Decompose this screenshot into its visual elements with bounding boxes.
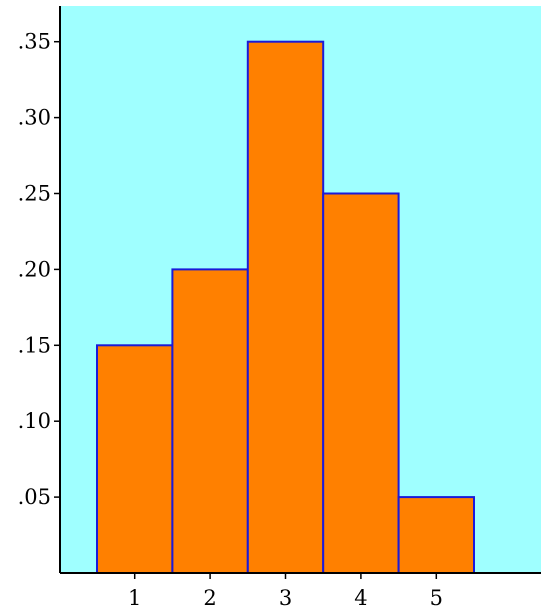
bar-1	[96, 344, 174, 574]
bar-4	[322, 192, 400, 574]
y-tick-label: .15	[18, 333, 51, 357]
y-tick-label: .25	[18, 182, 51, 206]
bar-2	[171, 268, 249, 574]
y-tick-label: .30	[18, 106, 51, 130]
x-tick-label: 3	[279, 586, 292, 610]
bar-3	[246, 40, 325, 574]
y-tick-label: .05	[18, 485, 51, 509]
y-tick-label: .20	[18, 257, 51, 281]
y-tick-label: .10	[18, 409, 51, 433]
x-tick-label: 5	[430, 586, 443, 610]
y-ticks-group: .05 .10 .15 .20 .25 .30 .35	[18, 30, 60, 509]
x-tick-label: 1	[128, 586, 141, 610]
bars-group	[96, 40, 476, 575]
y-tick-label: .35	[18, 30, 51, 54]
bar-5	[397, 496, 476, 575]
x-tick-label: 4	[354, 586, 367, 610]
x-ticks-group: 1 2 3 4 5	[128, 573, 443, 610]
x-tick-label: 2	[203, 586, 216, 610]
